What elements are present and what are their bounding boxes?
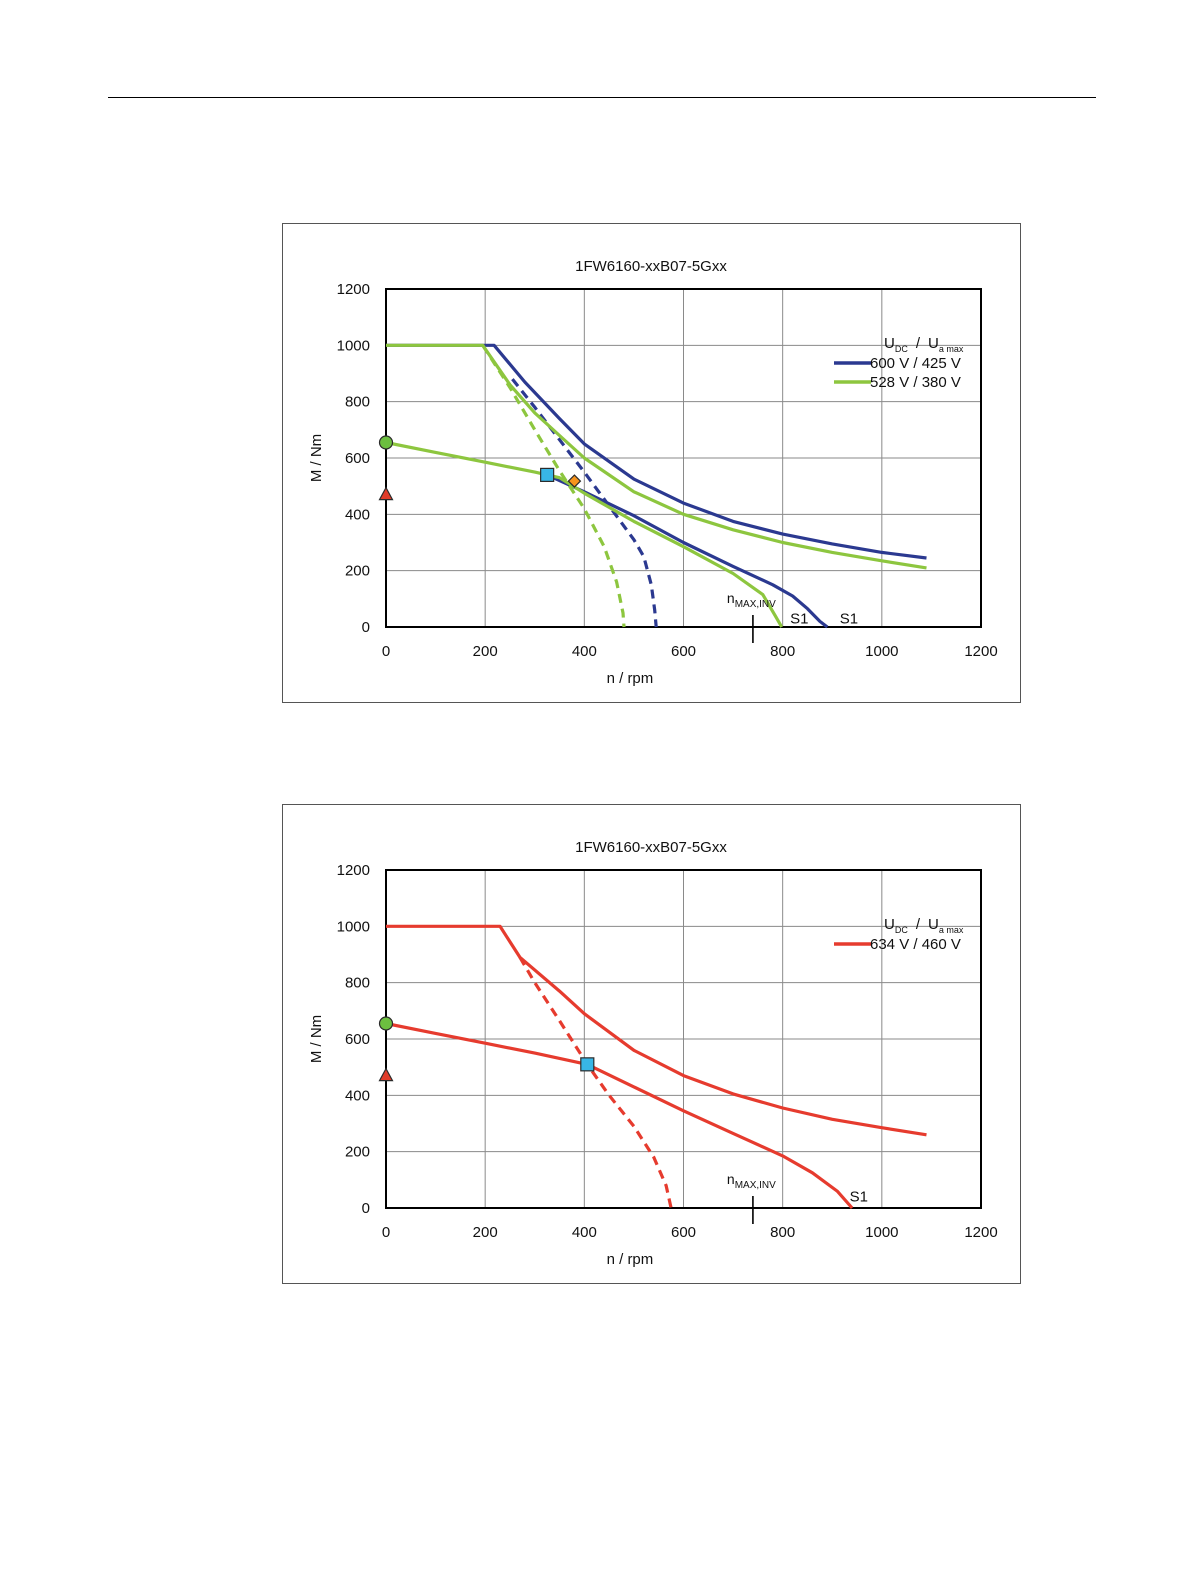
x-tick-label: 800 [770, 1224, 795, 1241]
chart-1-svg: 0 200 400 600 800 1000 1200 0 200 400 600 800 1000 12… [308, 258, 998, 687]
torque-speed-chart-2: 0 200 400 600 800 1000 1200 0 200 400 600 800 1000 12… [282, 804, 1021, 1284]
series-line-5-solid [385, 440, 784, 628]
n-max-inv-sub: MAX,INV [735, 1180, 776, 1191]
x-tick-label: 400 [572, 643, 597, 660]
series-line-3-dashed [511, 378, 658, 628]
x-tick-label: 1200 [964, 643, 997, 660]
legend-header-sub-amax: a max [939, 344, 964, 354]
legend-entry-label: 634 V / 460 V [870, 936, 961, 953]
legend-header-sub-dc: DC [895, 925, 908, 935]
legend-entry-label: 600 V / 425 V [870, 355, 961, 372]
y-axis-label: M / Nm [308, 434, 325, 482]
y-tick-label: 0 [362, 1200, 370, 1217]
n-max-inv-main: n [727, 1171, 735, 1187]
y-axis-label: M / Nm [308, 1015, 325, 1063]
x-axis-label: n / rpm [607, 670, 654, 687]
plot-frame [385, 869, 982, 1209]
y-tick-label: 600 [345, 1031, 370, 1048]
x-tick-label: 1000 [865, 643, 898, 660]
series-line-3-dashed [518, 956, 673, 1209]
legend-header-u2: U [928, 335, 939, 352]
x-tick-label: 400 [572, 1224, 597, 1241]
plot-frame [385, 288, 982, 628]
x-tick-label: 600 [671, 643, 696, 660]
legend-header: UDC / Ua max [884, 916, 964, 935]
n-max-inv-label: nMAX,INV [727, 590, 776, 610]
series-line-1-solid [386, 924, 927, 1137]
legend-header-separator: / [916, 335, 921, 352]
x-tick-label: 1000 [865, 1224, 898, 1241]
y-tick-label: 800 [345, 394, 370, 411]
marker-square [580, 1057, 595, 1072]
series-line-1-solid [386, 343, 927, 560]
x-tick-label: 600 [671, 1224, 696, 1241]
x-tick-label: 1200 [964, 1224, 997, 1241]
n-max-inv-label: nMAX,INV [727, 1171, 776, 1191]
marker-triangle [378, 486, 394, 501]
y-tick-label: 1200 [337, 862, 370, 879]
n-max-inv-sub: MAX,INV [735, 599, 776, 610]
legend-header-u: U [884, 916, 895, 933]
y-tick-label: 200 [345, 563, 370, 580]
x-tick-label: 800 [770, 643, 795, 660]
x-tick-label: 0 [382, 643, 390, 660]
x-tick-label: 200 [473, 1224, 498, 1241]
marker-diamond [567, 474, 582, 488]
y-tick-label: 1200 [337, 281, 370, 298]
legend-entry-label: 528 V / 380 V [870, 374, 961, 391]
legend-header: UDC / Ua max [884, 335, 964, 354]
x-tick-label: 0 [382, 1224, 390, 1241]
y-tick-label: 0 [362, 619, 370, 636]
n-max-inv-main: n [727, 590, 735, 606]
y-tick-label: 400 [345, 1087, 370, 1104]
x-tick-label: 200 [473, 643, 498, 660]
chart-2-svg: 0 200 400 600 800 1000 1200 0 200 400 600 800 1000 12… [308, 839, 998, 1268]
y-tick-label: 800 [345, 975, 370, 992]
series-line-2-solid [385, 1021, 854, 1210]
curve-label-s1: S1 [790, 611, 808, 628]
y-tick-label: 200 [345, 1144, 370, 1161]
y-tick-label: 400 [345, 506, 370, 523]
chart-title: 1FW6160-xxB07-5Gxx [575, 839, 727, 856]
page-header-rule [108, 97, 1096, 98]
series-line-6-dashed [481, 344, 626, 628]
legend-header-separator: / [916, 916, 921, 933]
marker-square [540, 467, 555, 482]
torque-speed-chart-1: 0 200 400 600 800 1000 1200 0 200 400 600 800 1000 12… [282, 223, 1021, 703]
legend-header-u: U [884, 335, 895, 352]
chart-title: 1FW6160-xxB07-5Gxx [575, 258, 727, 275]
curve-label-s1: S1 [850, 1189, 868, 1206]
marker-triangle [378, 1067, 394, 1082]
marker-circle [378, 435, 394, 450]
marker-circle [378, 1016, 394, 1031]
legend-header-u2: U [928, 916, 939, 933]
legend-header-sub-amax: a max [939, 925, 964, 935]
legend-header-sub-dc: DC [895, 344, 908, 354]
x-axis-label: n / rpm [607, 1251, 654, 1268]
curve-label-s1: S1 [840, 611, 858, 628]
y-tick-label: 1000 [337, 337, 370, 354]
y-tick-label: 600 [345, 450, 370, 467]
y-tick-label: 1000 [337, 918, 370, 935]
